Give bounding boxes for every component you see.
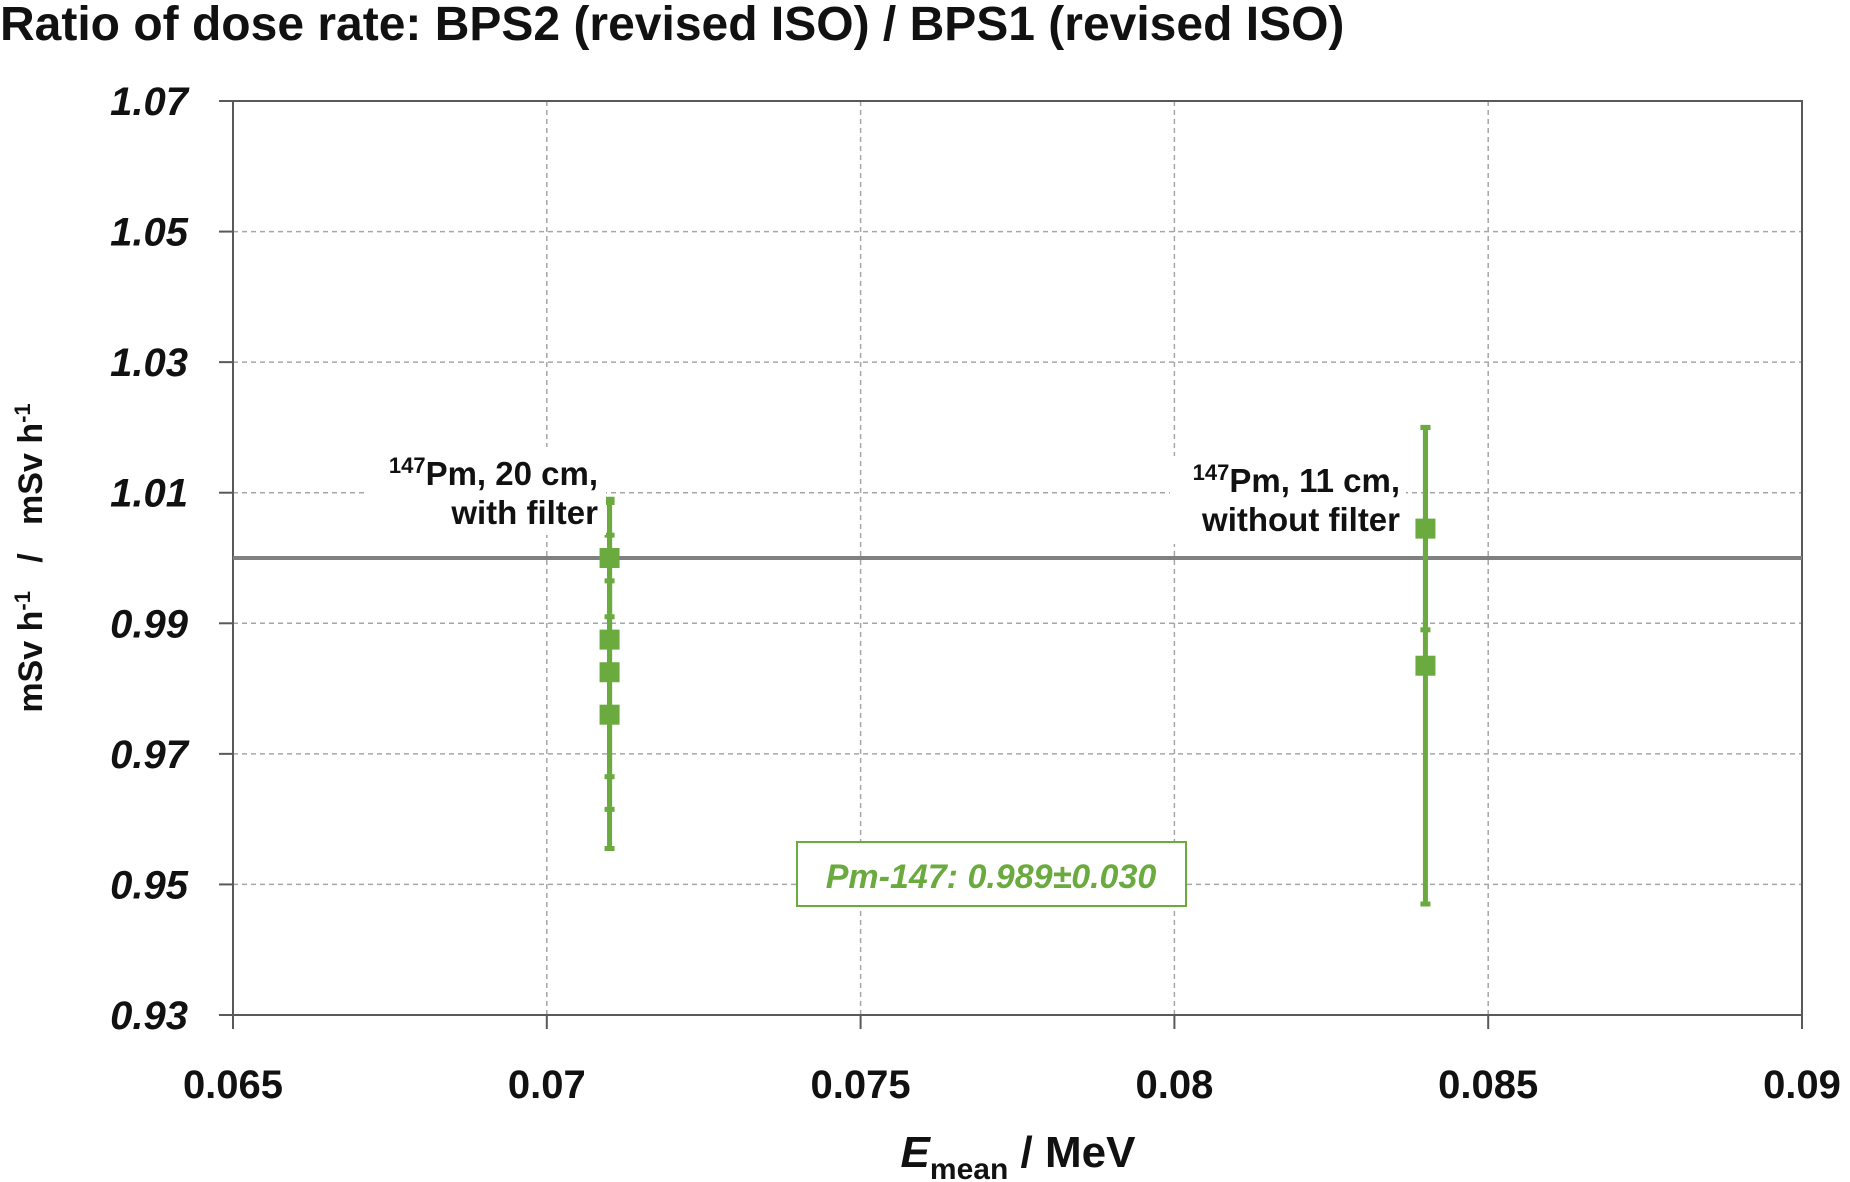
y-label-den-unit: mSv h bbox=[12, 423, 50, 525]
x-axis-ticks: 0.065 0.07 0.075 0.08 0.085 0.09 bbox=[183, 1015, 1841, 1107]
y-label-num-exp: -1 bbox=[10, 591, 35, 611]
y-label-den-exp: -1 bbox=[10, 403, 35, 423]
annotation-20cm-sup: 147 bbox=[389, 453, 426, 478]
data-point bbox=[599, 662, 620, 683]
data-point bbox=[599, 548, 620, 568]
y-tick-label: 1.03 bbox=[110, 341, 188, 385]
y-axis-label: mSv h-1 / mSv h-1 bbox=[10, 403, 50, 712]
x-tick-label: 0.075 bbox=[811, 1063, 911, 1107]
x-label-main: E bbox=[901, 1128, 932, 1177]
annotation-11cm-line2: without filter bbox=[1201, 501, 1400, 538]
y-tick-label: 0.93 bbox=[110, 994, 188, 1038]
y-tick-label: 1.01 bbox=[110, 472, 188, 516]
x-tick-label: 0.08 bbox=[1135, 1063, 1213, 1107]
x-label-rest: / MeV bbox=[1008, 1128, 1136, 1177]
x-axis-label: Emean / MeV bbox=[901, 1128, 1137, 1182]
data-point bbox=[599, 629, 620, 650]
y-tick-label: 1.05 bbox=[110, 211, 189, 255]
annotation-20cm-line1: 147Pm, 20 cm, bbox=[389, 453, 598, 492]
y-tick-label: 0.99 bbox=[110, 602, 189, 646]
annotation-11cm-text: Pm, 11 cm, bbox=[1229, 462, 1400, 499]
annotation-11cm: 147Pm, 11 cm, without filter bbox=[1170, 456, 1406, 544]
chart-title: Ratio of dose rate: BPS2 (revised ISO) /… bbox=[0, 0, 1344, 51]
data-point bbox=[1415, 518, 1436, 539]
x-label-sub: mean bbox=[930, 1153, 1008, 1182]
x-tick-label: 0.07 bbox=[508, 1063, 586, 1107]
annotation-20cm-text: Pm, 20 cm, bbox=[426, 455, 598, 492]
y-tick-label: 1.07 bbox=[110, 80, 190, 124]
y-axis-ticks: 0.93 0.95 0.97 0.99 1.01 1.03 1.05 1.07 bbox=[110, 80, 233, 1038]
x-tick-label: 0.09 bbox=[1763, 1063, 1841, 1107]
summary-box: Pm-147: 0.989±0.030 bbox=[796, 841, 1187, 907]
data-series bbox=[599, 424, 1436, 907]
data-point bbox=[599, 704, 620, 725]
x-tick-label: 0.085 bbox=[1438, 1063, 1538, 1107]
annotation-11cm-sup: 147 bbox=[1193, 460, 1230, 485]
data-point bbox=[1415, 655, 1436, 676]
summary-box-text: Pm-147: 0.989±0.030 bbox=[826, 858, 1157, 896]
y-tick-label: 0.97 bbox=[110, 733, 190, 777]
x-tick-label: 0.065 bbox=[183, 1063, 283, 1107]
annotation-11cm-line1: 147Pm, 11 cm, bbox=[1193, 460, 1400, 499]
annotation-20cm-line2: with filter bbox=[450, 494, 598, 531]
annotation-20cm: 147Pm, 20 cm, with filter bbox=[366, 447, 606, 535]
y-label-sep: / bbox=[12, 553, 50, 563]
y-tick-label: 0.95 bbox=[110, 863, 189, 907]
y-label-num-unit: mSv h bbox=[12, 611, 50, 713]
